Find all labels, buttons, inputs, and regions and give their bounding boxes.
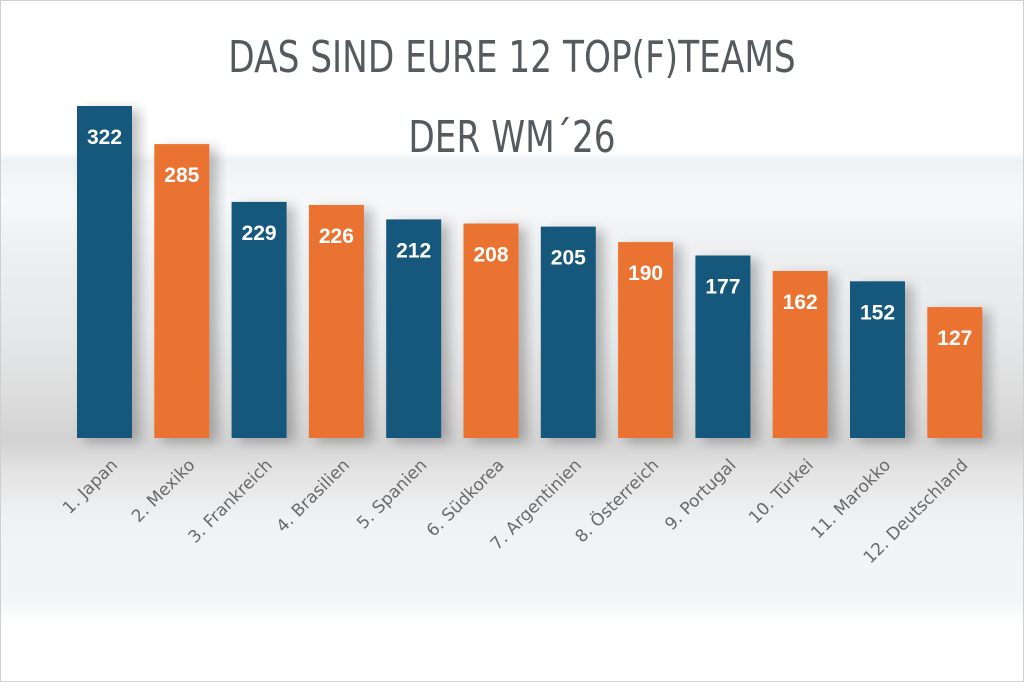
data-label-10: 162 <box>783 291 818 314</box>
data-label-11: 152 <box>860 301 895 324</box>
data-label-2: 285 <box>164 164 199 187</box>
data-label-9: 177 <box>705 276 740 299</box>
bar-7 <box>540 226 596 438</box>
data-label-4: 226 <box>319 225 354 248</box>
bar-2 <box>154 144 210 438</box>
data-label-1: 322 <box>87 126 122 149</box>
category-label-2: 2. Mexiko <box>128 455 199 526</box>
category-label-5: 5. Spanien <box>353 455 431 533</box>
category-label-11: 11. Marokko <box>807 455 895 543</box>
category-label-9: 9. Portugal <box>661 455 740 534</box>
bar-10 <box>772 271 828 438</box>
chart-title-line-1: DAS SIND EURE 12 TOP(F)TEAMS <box>228 32 796 83</box>
category-label-4: 4. Brasilien <box>273 455 354 536</box>
data-label-3: 229 <box>242 222 277 245</box>
data-label-8: 190 <box>628 262 663 285</box>
data-label-5: 212 <box>396 239 431 262</box>
category-label-1: 1. Japan <box>59 455 122 518</box>
bar-6 <box>463 223 519 438</box>
bar-12 <box>927 307 983 438</box>
bar-3 <box>231 201 287 438</box>
bar-1 <box>77 106 132 438</box>
bar-8 <box>618 242 674 438</box>
chart-title-line-2: DER WM´26 <box>408 112 616 163</box>
bars <box>77 106 983 438</box>
data-label-7: 205 <box>551 247 586 270</box>
bar-9 <box>695 255 751 438</box>
bar-4 <box>308 205 364 438</box>
data-labels: 322 285 229 226 212 208 205 190 177 162 152 127 <box>87 126 972 350</box>
category-label-10: 10. Türkei <box>745 455 818 528</box>
category-label-6: 6. Südkorea <box>423 455 509 541</box>
bar-11 <box>850 281 905 438</box>
data-label-12: 127 <box>937 327 972 350</box>
data-label-6: 208 <box>473 244 508 267</box>
bar-5 <box>386 219 442 438</box>
